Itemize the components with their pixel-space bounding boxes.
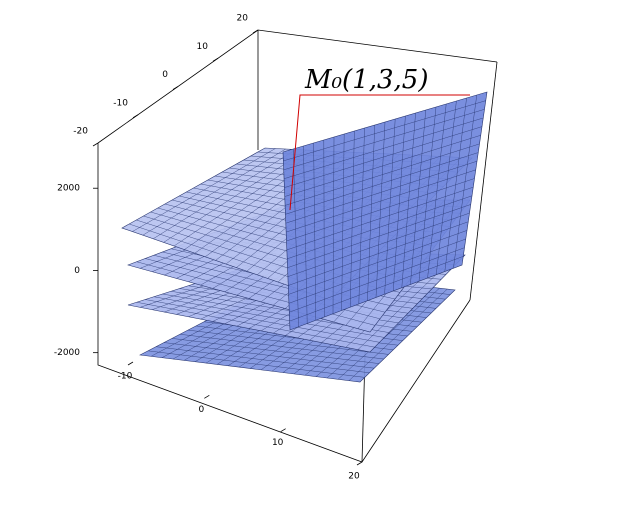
box-edge <box>469 61 498 301</box>
z-tick-label: -2000 <box>54 348 80 358</box>
tick-mark <box>212 57 219 62</box>
tick-mark <box>252 29 259 34</box>
z-tick-label: 2000 <box>57 184 80 194</box>
y-tick-label: 20 <box>237 14 249 24</box>
tick-mark <box>280 428 286 433</box>
x-tick-label: 10 <box>272 438 284 448</box>
annotation-text: M₀(1,3,5) <box>304 65 429 95</box>
surface <box>282 91 488 331</box>
tick-mark <box>127 361 134 366</box>
x-tick-label: 0 <box>198 405 204 415</box>
y-tick-label: -10 <box>113 98 128 108</box>
annotation-leader <box>289 94 470 211</box>
tick-mark <box>92 142 99 147</box>
tick-mark <box>172 86 179 90</box>
tick-mark <box>132 114 139 119</box>
surface-mesh <box>283 94 486 327</box>
x-tick-label: 20 <box>348 472 360 482</box>
y-tick-label: 0 <box>162 70 168 80</box>
x-tick-label: -10 <box>118 372 133 382</box>
surfaces <box>121 91 488 383</box>
annotation: M₀(1,3,5) <box>289 65 470 211</box>
y-tick-label: 10 <box>197 42 209 52</box>
tick-mark <box>356 461 363 466</box>
box-edge <box>97 143 471 463</box>
y-tick-label: -20 <box>73 127 88 137</box>
tick-mark <box>204 394 210 399</box>
z-tick-label: 0 <box>74 266 80 276</box>
